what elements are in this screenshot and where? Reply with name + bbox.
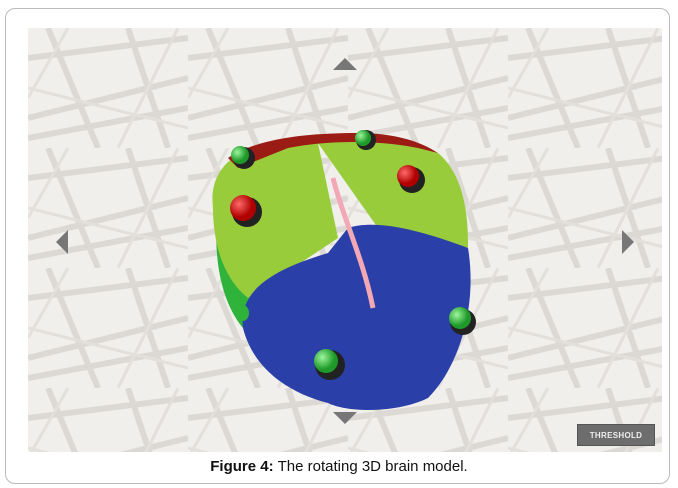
caption-text: The rotating 3D brain model. (278, 458, 468, 475)
brain-viewer (28, 28, 662, 452)
page: THRESHOLD Figure 4: The rotating 3D brain… (0, 0, 678, 488)
caption-label: Figure 4: (210, 458, 273, 475)
threshold-button[interactable]: THRESHOLD (577, 424, 655, 446)
caption: Figure 4: The rotating 3D brain model. (0, 458, 678, 475)
